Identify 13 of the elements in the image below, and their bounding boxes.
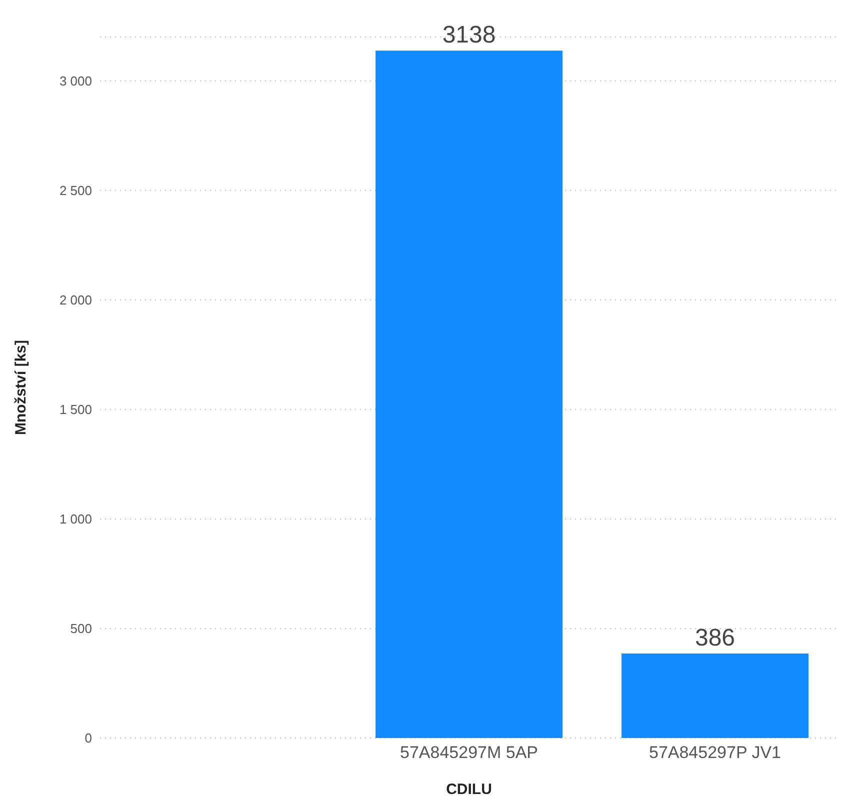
y-tick-label: 2 500 — [59, 182, 92, 198]
y-tick-label: 0 — [84, 730, 92, 746]
data-label: 386 — [694, 624, 736, 652]
y-tick-label: 3 000 — [59, 73, 92, 88]
y-tick-label: 500 — [70, 621, 92, 636]
x-tick-label: 57A845297M 5AP — [400, 743, 538, 762]
data-label: 3138 — [442, 22, 496, 49]
y-axis-title: Množství [ks] — [12, 340, 30, 436]
y-tick-label: 1 000 — [59, 512, 92, 527]
x-axis-title: CDILU — [446, 781, 492, 798]
y-tick-label: 1 500 — [59, 402, 92, 418]
y-tick-label: 2 000 — [59, 292, 92, 308]
x-tick-label: 57A845297P JV1 — [648, 743, 782, 762]
